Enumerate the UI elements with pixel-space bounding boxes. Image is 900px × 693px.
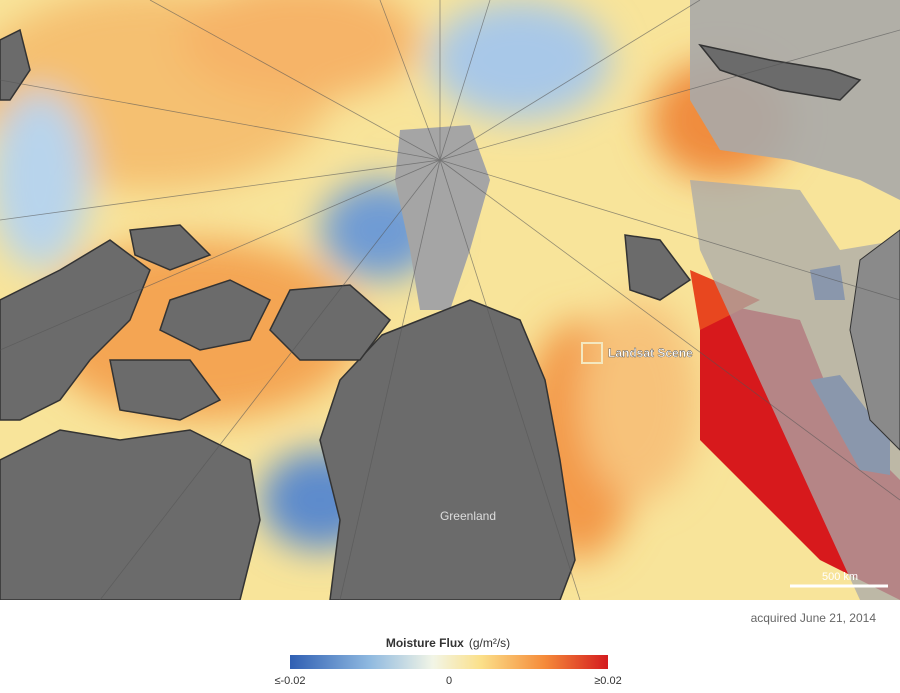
no-data-region bbox=[690, 0, 900, 200]
land bbox=[109, 359, 222, 421]
flux-patch bbox=[180, 0, 420, 100]
flux-patch bbox=[0, 90, 90, 270]
meridian bbox=[0, 159, 441, 351]
meridian bbox=[439, 0, 701, 161]
land bbox=[849, 229, 900, 451]
meridian bbox=[439, 159, 900, 501]
legend-title: Moisture Flux (g/m²/s) bbox=[386, 636, 510, 650]
meridian bbox=[439, 29, 900, 161]
greenland-land bbox=[319, 299, 576, 600]
no-data-region bbox=[690, 180, 900, 600]
landsat-box bbox=[581, 342, 603, 364]
meridian bbox=[439, 159, 581, 600]
land bbox=[698, 43, 862, 101]
map: Landsat Scene Greenland 500 km bbox=[0, 0, 900, 600]
legend-label: ≤-0.02 bbox=[274, 675, 305, 687]
meridian bbox=[439, 159, 900, 301]
land bbox=[159, 279, 272, 351]
land bbox=[0, 429, 261, 600]
meridian bbox=[0, 159, 441, 221]
land bbox=[0, 28, 31, 101]
landsat-label: Landsat Scene bbox=[608, 346, 693, 360]
meridian bbox=[439, 0, 491, 161]
meridian bbox=[379, 0, 441, 161]
meridian bbox=[99, 159, 441, 600]
scale-label: 500 km bbox=[822, 571, 858, 583]
legend-title-text: Moisture Flux bbox=[386, 636, 464, 650]
color-bar bbox=[290, 655, 608, 669]
land bbox=[624, 234, 692, 301]
legend-label: ≥0.02 bbox=[594, 675, 621, 687]
land bbox=[0, 239, 151, 421]
flux-patch bbox=[580, 300, 700, 500]
legend-label: 0 bbox=[446, 675, 452, 687]
greenland-label: Greenland bbox=[440, 509, 496, 523]
no-data-region bbox=[395, 125, 490, 310]
land bbox=[129, 224, 212, 271]
meridian bbox=[0, 79, 441, 161]
legend-unit: (g/m²/s) bbox=[469, 636, 510, 650]
caption: acquired June 21, 2014 bbox=[751, 611, 877, 625]
meridian bbox=[149, 0, 441, 161]
flux-patch bbox=[430, 0, 610, 120]
meridian bbox=[339, 159, 441, 600]
graticule bbox=[0, 0, 900, 600]
